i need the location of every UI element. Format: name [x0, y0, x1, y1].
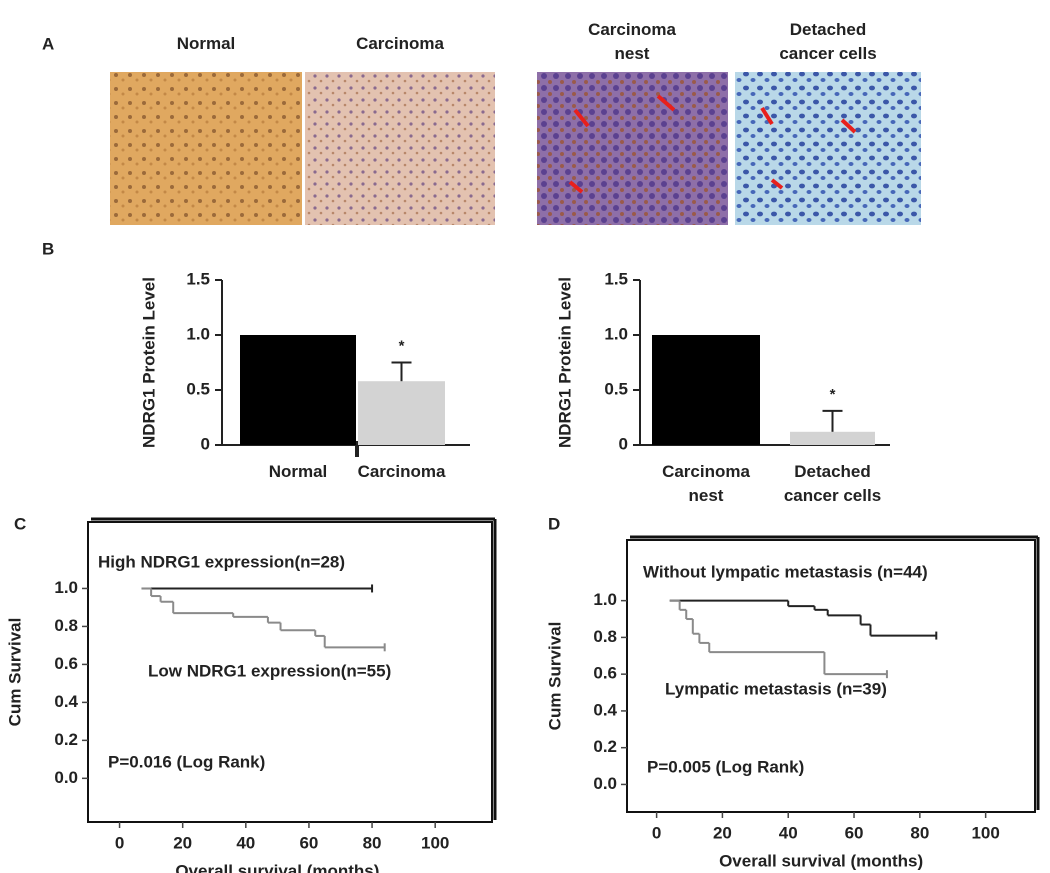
y-tick-label: 0.0 — [593, 774, 617, 793]
x-tick-label: 0 — [115, 833, 124, 852]
y-tick-label: 0.6 — [54, 654, 78, 673]
x-tick-label: 80 — [363, 833, 382, 852]
y-tick-label: 0.8 — [54, 616, 78, 635]
y-tick-label: 0 — [201, 434, 210, 453]
x-tick-label: Carcinoma — [357, 462, 446, 481]
y-axis-label: NDRG1 Protein Level — [139, 277, 158, 448]
x-tick-label: 0 — [652, 823, 661, 842]
image-carcinoma — [305, 72, 495, 225]
panel-a-images — [110, 72, 921, 225]
legend-label: Without lympatic metastasis (n=44) — [643, 562, 928, 581]
x-tick-label: 60 — [299, 833, 318, 852]
arrows — [568, 94, 857, 194]
legend-label: High NDRG1 expression(n=28) — [98, 552, 345, 571]
y-tick-label: 0.5 — [604, 379, 628, 398]
image-normal — [110, 72, 302, 225]
bar — [358, 381, 445, 445]
panel-label: A — [42, 34, 54, 53]
x-tick-label: 100 — [421, 833, 449, 852]
x-tick-label: 40 — [236, 833, 255, 852]
y-tick-label: 1.5 — [186, 269, 210, 288]
y-tick-label: 0.2 — [593, 737, 617, 756]
x-tick-label: Detached cancer cells — [783, 462, 882, 505]
y-tick-label: 0.5 — [186, 379, 210, 398]
y-tick-label: 0.2 — [54, 730, 78, 749]
significance: * — [830, 386, 836, 403]
y-axis-label: Cum Survival — [5, 618, 24, 727]
panel-label: D — [548, 514, 560, 533]
y-tick-label: 1.0 — [54, 578, 78, 597]
significance: * — [399, 337, 405, 354]
x-tick-label: 80 — [910, 823, 929, 842]
y-tick-label: 1.0 — [604, 324, 628, 343]
legend-label: Lympatic metastasis (n=39) — [665, 679, 887, 698]
image-nest — [537, 72, 728, 225]
x-axis-label: Overall survival (months) — [719, 851, 923, 870]
y-tick-label: 0 — [619, 434, 628, 453]
x-tick-label: 20 — [713, 823, 732, 842]
panel-label: C — [14, 514, 26, 533]
y-tick-label: 0.6 — [593, 664, 617, 683]
image-title: Normal — [176, 34, 236, 53]
x-axis-label: Overall survival (months) — [175, 861, 379, 873]
y-tick-label: 0.4 — [593, 700, 617, 719]
y-tick-label: 0.4 — [54, 692, 78, 711]
plot-frame — [626, 539, 1036, 813]
bar — [652, 335, 760, 445]
plot-frame — [87, 521, 493, 823]
image-detached — [735, 72, 921, 225]
y-tick-label: 1.0 — [186, 324, 210, 343]
bar — [240, 335, 356, 445]
x-tick-label: 60 — [845, 823, 864, 842]
p-value: P=0.016 (Log Rank) — [108, 752, 265, 771]
y-tick-label: 1.0 — [593, 590, 617, 609]
x-tick-label: Carcinoma nest — [662, 462, 750, 505]
y-axis-label: Cum Survival — [545, 622, 564, 731]
x-tick-label: 20 — [173, 833, 192, 852]
y-tick-label: 1.5 — [604, 269, 628, 288]
image-title: Carcinoma nest — [588, 20, 676, 63]
image-title: Detached cancer cells — [779, 20, 877, 63]
y-tick-label: 0.0 — [54, 768, 78, 787]
x-tick-label: Normal — [268, 462, 328, 481]
y-tick-label: 0.8 — [593, 627, 617, 646]
y-axis-label: NDRG1 Protein Level — [555, 277, 574, 448]
bar — [790, 431, 875, 445]
x-tick-label: 40 — [779, 823, 798, 842]
panel-label: B — [42, 239, 54, 258]
image-title: Carcinoma — [356, 34, 444, 53]
p-value: P=0.005 (Log Rank) — [647, 757, 804, 776]
x-tick-label: 100 — [971, 823, 999, 842]
legend-label: Low NDRG1 expression(n=55) — [148, 661, 391, 680]
